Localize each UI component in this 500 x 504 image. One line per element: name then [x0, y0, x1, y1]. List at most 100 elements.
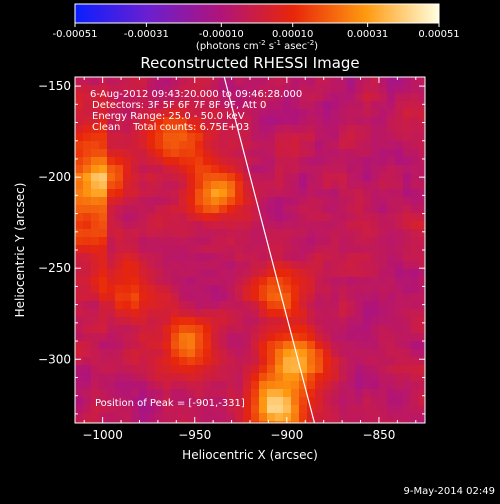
- heatmap-cell: [283, 237, 292, 246]
- heatmap-cell: [267, 269, 276, 278]
- colorbar-tick-label: 0.00031: [347, 29, 388, 40]
- heatmap-cell: [243, 109, 252, 118]
- heatmap-cell: [187, 269, 196, 278]
- heatmap-cell: [395, 109, 404, 118]
- heatmap-cell: [147, 117, 156, 126]
- heatmap-cell: [251, 77, 260, 86]
- heatmap-cell: [259, 365, 268, 374]
- heatmap-cell: [267, 125, 276, 134]
- heatmap-cell: [195, 413, 204, 422]
- heatmap-cell: [411, 157, 420, 166]
- heatmap-cell: [355, 197, 364, 206]
- heatmap-cell: [267, 173, 276, 182]
- heatmap-cell: [243, 85, 252, 94]
- heatmap-cell: [91, 365, 100, 374]
- heatmap-cell: [235, 109, 244, 118]
- heatmap-cell: [115, 413, 124, 422]
- heatmap-cell: [251, 117, 260, 126]
- heatmap-cell: [115, 77, 124, 86]
- heatmap-cell: [123, 149, 132, 158]
- heatmap-cell: [331, 253, 340, 262]
- heatmap-cell: [355, 165, 364, 174]
- heatmap-cell: [259, 349, 268, 358]
- heatmap-cell: [347, 213, 356, 222]
- heatmap-cell: [283, 117, 292, 126]
- heatmap-cell: [99, 253, 108, 262]
- heatmap-cell: [347, 269, 356, 278]
- heatmap-cell: [339, 93, 348, 102]
- heatmap-cell: [211, 285, 220, 294]
- heatmap-cell: [387, 413, 396, 422]
- heatmap-cell: [179, 269, 188, 278]
- heatmap-cell: [163, 221, 172, 230]
- heatmap-cell: [411, 101, 420, 110]
- heatmap-cell: [139, 285, 148, 294]
- heatmap-cell: [99, 285, 108, 294]
- heatmap-cell: [291, 237, 300, 246]
- heatmap-cell: [163, 365, 172, 374]
- heatmap-cell: [227, 197, 236, 206]
- heatmap-cell: [91, 173, 100, 182]
- heatmap-cell: [131, 301, 140, 310]
- heatmap-cell: [259, 237, 268, 246]
- heatmap-cell: [339, 373, 348, 382]
- heatmap-cell: [299, 389, 308, 398]
- heatmap-cell: [419, 341, 425, 350]
- heatmap-cell: [395, 149, 404, 158]
- heatmap-cell: [123, 77, 132, 86]
- heatmap-cell: [163, 341, 172, 350]
- heatmap-cell: [107, 125, 116, 134]
- heatmap-cell: [283, 165, 292, 174]
- heatmap-cell: [91, 325, 100, 334]
- heatmap-cell: [291, 125, 300, 134]
- heatmap-cell: [267, 93, 276, 102]
- heatmap-cell: [227, 133, 236, 142]
- heatmap-cell: [243, 349, 252, 358]
- heatmap-cell: [331, 197, 340, 206]
- heatmap-cell: [91, 141, 100, 150]
- heatmap-cell: [291, 85, 300, 94]
- heatmap-cell: [259, 277, 268, 286]
- heatmap-cell: [107, 173, 116, 182]
- heatmap-cell: [219, 413, 228, 422]
- heatmap-cell: [275, 77, 284, 86]
- heatmap-cell: [403, 77, 412, 86]
- heatmap-cell: [379, 309, 388, 318]
- heatmap-cell: [171, 365, 180, 374]
- heatmap-cell: [163, 261, 172, 270]
- heatmap-cell: [131, 357, 140, 366]
- heatmap-cell: [251, 205, 260, 214]
- heatmap-cell: [339, 277, 348, 286]
- heatmap-cell: [75, 421, 84, 423]
- heatmap-cell: [355, 133, 364, 142]
- heatmap-cell: [163, 269, 172, 278]
- heatmap-cell: [419, 237, 425, 246]
- heatmap-cell: [387, 285, 396, 294]
- heatmap-cell: [339, 357, 348, 366]
- heatmap-cell: [219, 221, 228, 230]
- heatmap-cell: [291, 173, 300, 182]
- heatmap-cell: [275, 117, 284, 126]
- heatmap-cell: [347, 77, 356, 86]
- heatmap-cell: [307, 101, 316, 110]
- heatmap-cell: [235, 261, 244, 270]
- heatmap-cell: [371, 77, 380, 86]
- heatmap-cell: [83, 373, 92, 382]
- heatmap-cell: [123, 109, 132, 118]
- heatmap-cell: [131, 77, 140, 86]
- heatmap-cell: [131, 237, 140, 246]
- heatmap-cell: [403, 221, 412, 230]
- heatmap-cell: [387, 389, 396, 398]
- heatmap-cell: [235, 293, 244, 302]
- heatmap-cell: [403, 189, 412, 198]
- heatmap-cell: [219, 341, 228, 350]
- heatmap-cell: [195, 397, 204, 406]
- heatmap-cell: [331, 261, 340, 270]
- heatmap-cell: [307, 293, 316, 302]
- heatmap-cell: [339, 261, 348, 270]
- heatmap-cell: [155, 77, 164, 86]
- heatmap-cell: [395, 349, 404, 358]
- heatmap-cell: [347, 189, 356, 198]
- heatmap-cell: [267, 373, 276, 382]
- heatmap-cell: [171, 285, 180, 294]
